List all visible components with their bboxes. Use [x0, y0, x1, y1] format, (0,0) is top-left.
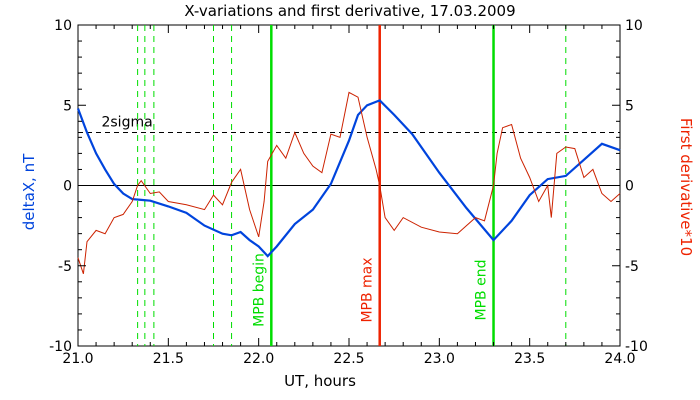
- x-tick-label-5: 23.5: [514, 351, 545, 367]
- y-tick-label-left-1: -5: [58, 259, 72, 275]
- y-axis-left-label: deltaX, nT: [20, 153, 38, 230]
- x-tick-label-1: 21.5: [153, 351, 184, 367]
- y-tick-label-left-3: 5: [63, 98, 72, 114]
- y-tick-label-left-0: -10: [49, 339, 72, 355]
- x-tick-label-0: 21.0: [62, 351, 93, 367]
- y-axis-right-label: First derivative*10: [677, 118, 695, 256]
- plot-area: 2sigma MPB begin MPB max MPB end 21.0 21.5 22.…: [49, 18, 648, 367]
- y-tick-label-right-4: 10: [625, 18, 643, 34]
- event-label-1: MPB max: [360, 257, 376, 322]
- threshold-label: 2sigma: [101, 115, 152, 131]
- x-tick-label-3: 22.5: [333, 351, 364, 367]
- event-label-0: MPB begin: [251, 253, 267, 327]
- x-tick-label-6: 24.0: [604, 351, 635, 367]
- derivative-line: [77, 91, 621, 274]
- event-label-2: MPB end: [474, 260, 490, 321]
- y-tick-label-left-2: 0: [63, 179, 72, 195]
- y-tick-label-right-2: 0: [625, 179, 634, 195]
- y-tick-label-right-1: -5: [625, 259, 639, 275]
- deltax-line: [76, 99, 621, 258]
- y-tick-label-left-4: 10: [54, 18, 72, 34]
- y-tick-label-right-3: 5: [625, 98, 634, 114]
- x-tick-label-4: 23.0: [424, 351, 455, 367]
- chart-title: X-variations and first derivative, 17.03…: [184, 2, 515, 20]
- y-tick-label-right-0: -10: [625, 339, 648, 355]
- x-tick-label-2: 22.0: [243, 351, 274, 367]
- x-axis-label: UT, hours: [284, 372, 356, 390]
